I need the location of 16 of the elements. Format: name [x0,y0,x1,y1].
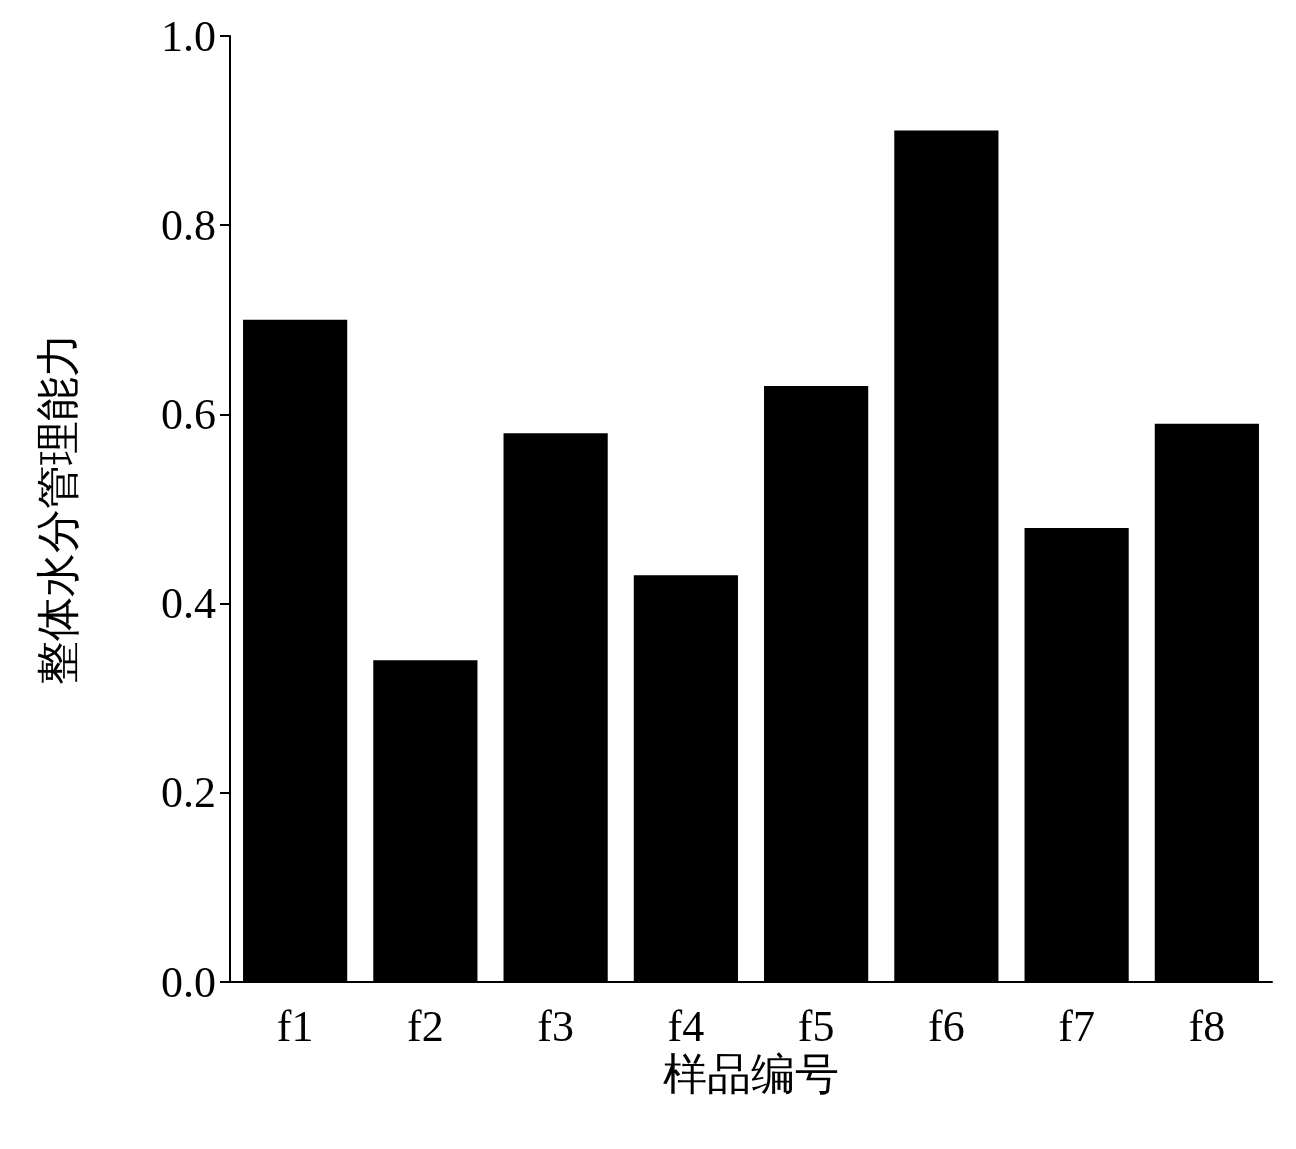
x-axis-title: 样品编号 [663,1050,839,1100]
y-axis-title: 整体水分管理能力 [33,333,83,685]
x-tick-label: f2 [407,1001,444,1051]
y-tick-label: 0.4 [161,579,216,629]
y-tick-label: 1.0 [161,11,216,61]
x-tick-label: f3 [537,1001,574,1051]
y-tick-label: 0.2 [161,768,216,818]
x-tick-label: f7 [1058,1001,1095,1051]
x-tick-label: f6 [928,1001,965,1051]
x-tick-label: f4 [667,1001,705,1051]
y-tick-label: 0.0 [161,957,216,1007]
x-tick-label: f8 [1188,1001,1226,1051]
y-tick-label: 0.8 [161,200,216,250]
x-tick-label: f5 [797,1001,835,1051]
y-tick-label: 0.6 [161,389,216,439]
x-tick-label: f1 [276,1001,314,1051]
